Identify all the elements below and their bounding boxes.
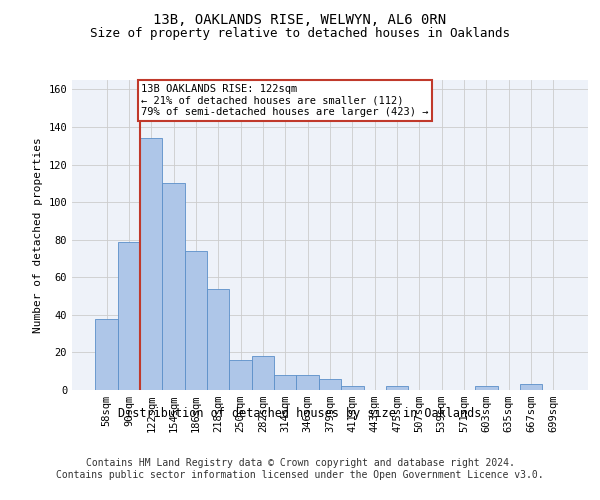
- Bar: [163, 184, 185, 390]
- Bar: [319, 378, 341, 390]
- Text: 13B, OAKLANDS RISE, WELWYN, AL6 0RN: 13B, OAKLANDS RISE, WELWYN, AL6 0RN: [154, 12, 446, 26]
- Bar: [475, 386, 497, 390]
- Bar: [185, 251, 207, 390]
- Bar: [229, 360, 252, 390]
- Text: Distribution of detached houses by size in Oaklands: Distribution of detached houses by size …: [118, 408, 482, 420]
- Bar: [296, 375, 319, 390]
- Bar: [252, 356, 274, 390]
- Bar: [341, 386, 364, 390]
- Bar: [207, 288, 229, 390]
- Text: Contains HM Land Registry data © Crown copyright and database right 2024.
Contai: Contains HM Land Registry data © Crown c…: [56, 458, 544, 480]
- Bar: [274, 375, 296, 390]
- Text: Size of property relative to detached houses in Oaklands: Size of property relative to detached ho…: [90, 28, 510, 40]
- Bar: [520, 384, 542, 390]
- Text: 13B OAKLANDS RISE: 122sqm
← 21% of detached houses are smaller (112)
79% of semi: 13B OAKLANDS RISE: 122sqm ← 21% of detac…: [141, 84, 429, 117]
- Y-axis label: Number of detached properties: Number of detached properties: [33, 137, 43, 333]
- Bar: [140, 138, 163, 390]
- Bar: [95, 318, 118, 390]
- Bar: [386, 386, 408, 390]
- Bar: [118, 242, 140, 390]
